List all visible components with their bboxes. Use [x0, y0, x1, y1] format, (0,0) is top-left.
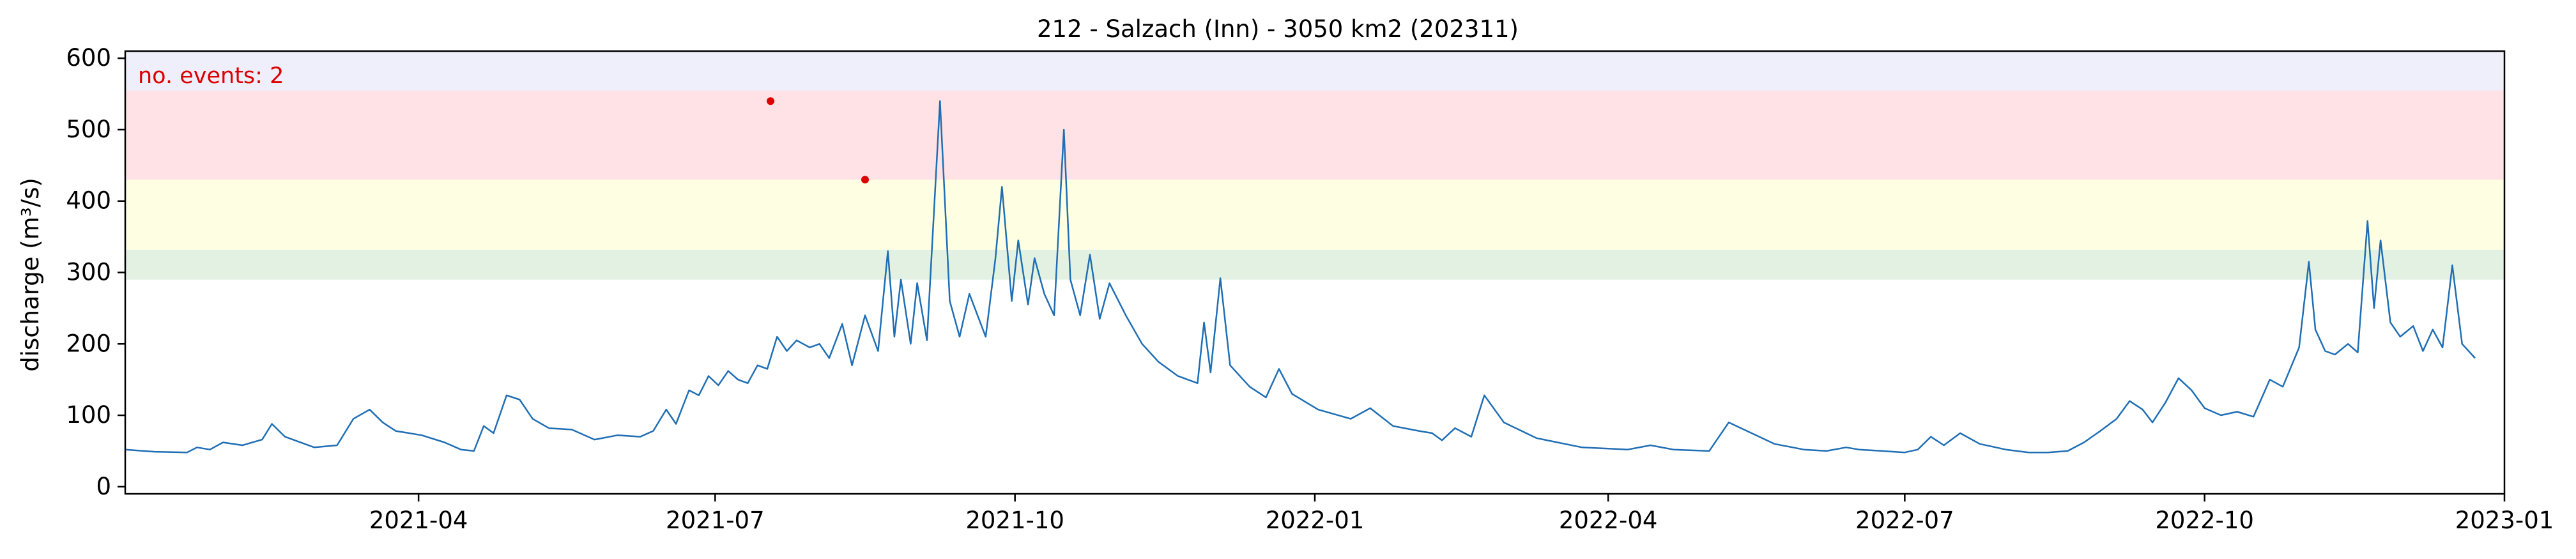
chart-title: 212 - Salzach (Inn) - 3050 km2 (202311)	[1037, 15, 1519, 43]
x-tick-label: 2022-07	[1855, 507, 1954, 534]
x-tick-label: 2021-07	[666, 507, 765, 534]
y-tick-label: 500	[66, 116, 111, 143]
x-tick-label: 2023-01	[2455, 507, 2554, 534]
y-axis-label: discharge (m³/s)	[17, 178, 44, 372]
y-tick-label: 100	[66, 401, 111, 429]
x-tick-label: 2021-04	[369, 507, 468, 534]
event-marker	[767, 97, 775, 105]
threshold-band-3	[125, 90, 2504, 180]
discharge-series-line	[125, 100, 2476, 454]
x-tick-label: 2022-10	[2155, 507, 2254, 534]
y-tick-label: 400	[66, 187, 111, 215]
threshold-band-4	[125, 51, 2504, 91]
y-tick-label: 300	[66, 259, 111, 286]
threshold-band-2	[125, 180, 2504, 250]
x-tick-label: 2021-10	[965, 507, 1064, 534]
threshold-band-1	[125, 249, 2504, 280]
y-tick-label: 200	[66, 330, 111, 357]
x-tick-label: 2022-01	[1266, 507, 1365, 534]
y-tick-label: 0	[96, 473, 111, 500]
event-marker	[861, 176, 870, 184]
x-tick-label: 2022-04	[1559, 507, 1658, 534]
events-count-label: no. events: 2	[138, 63, 284, 89]
y-tick-label: 600	[66, 44, 111, 72]
